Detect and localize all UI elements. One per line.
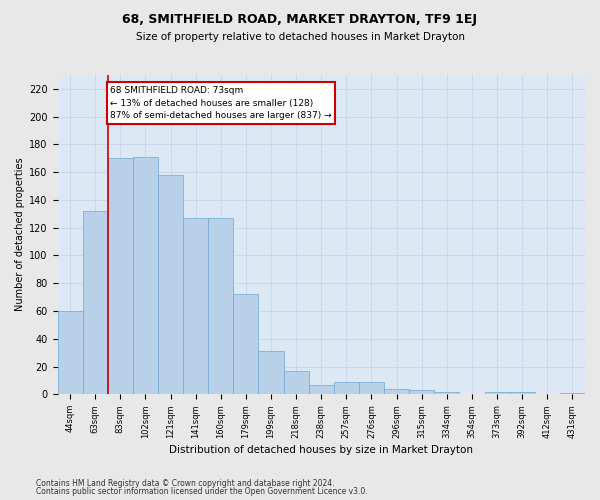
Bar [509, 392, 535, 394]
Bar [108, 158, 133, 394]
Text: 68, SMITHFIELD ROAD, MARKET DRAYTON, TF9 1EJ: 68, SMITHFIELD ROAD, MARKET DRAYTON, TF9… [122, 12, 478, 26]
Bar [259, 352, 284, 395]
Text: 68 SMITHFIELD ROAD: 73sqm
← 13% of detached houses are smaller (128)
87% of semi: 68 SMITHFIELD ROAD: 73sqm ← 13% of detac… [110, 86, 332, 120]
Text: Contains HM Land Registry data © Crown copyright and database right 2024.: Contains HM Land Registry data © Crown c… [36, 478, 335, 488]
Text: Contains public sector information licensed under the Open Government Licence v3: Contains public sector information licen… [36, 487, 368, 496]
Bar [133, 157, 158, 394]
Bar [359, 382, 384, 394]
Bar [58, 311, 83, 394]
Bar [384, 389, 409, 394]
Bar [83, 211, 108, 394]
Bar [485, 392, 509, 394]
Bar [434, 392, 460, 394]
Bar [233, 294, 259, 394]
Bar [183, 218, 208, 394]
Bar [208, 218, 233, 394]
Y-axis label: Number of detached properties: Number of detached properties [15, 158, 25, 312]
Bar [284, 370, 308, 394]
X-axis label: Distribution of detached houses by size in Market Drayton: Distribution of detached houses by size … [169, 445, 473, 455]
Text: Size of property relative to detached houses in Market Drayton: Size of property relative to detached ho… [136, 32, 464, 42]
Bar [560, 393, 585, 394]
Bar [334, 382, 359, 394]
Bar [308, 384, 334, 394]
Bar [409, 390, 434, 394]
Bar [158, 175, 183, 394]
